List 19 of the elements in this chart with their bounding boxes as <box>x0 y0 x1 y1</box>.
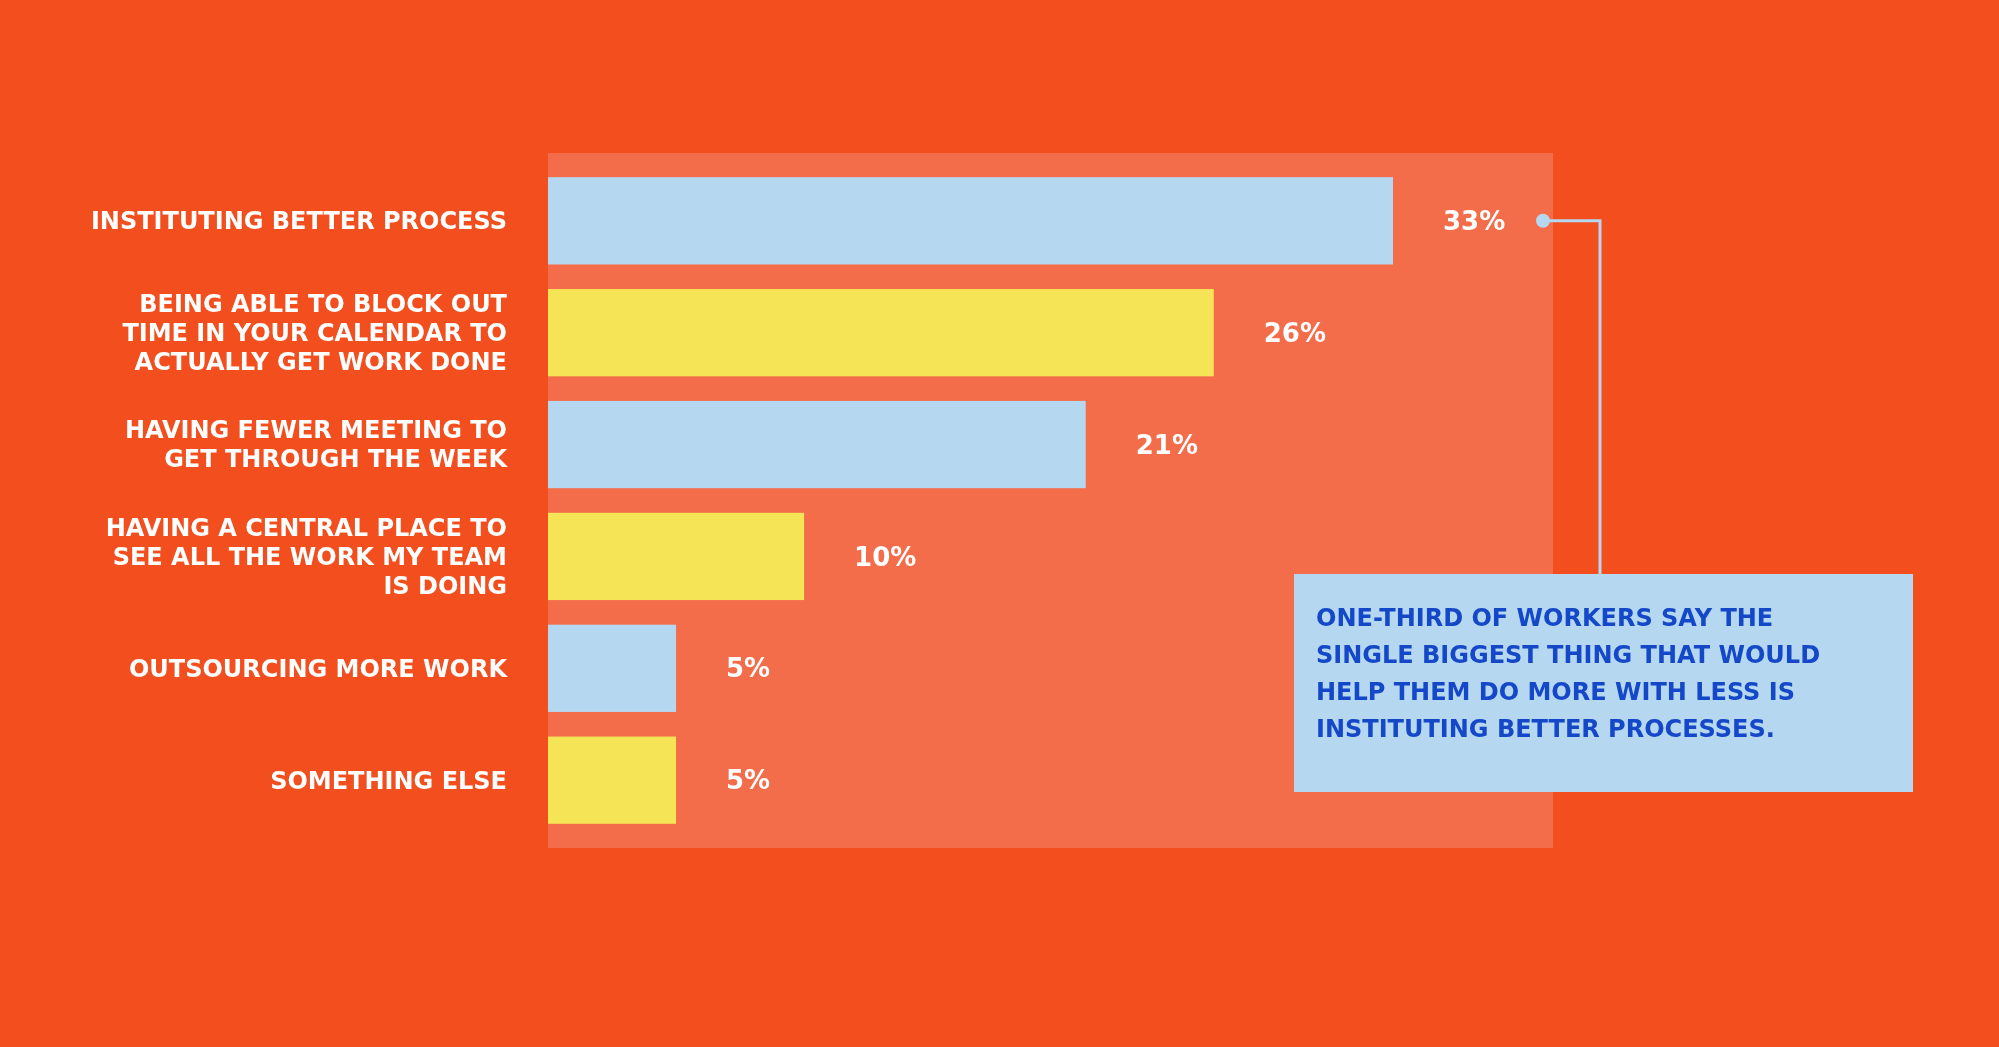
y-tick-label: HAVING A CENTRAL PLACE TO SEE ALL THE WORK MY TEAM IS DOING <box>105 513 507 600</box>
data-label: 10% <box>854 541 917 572</box>
bar <box>548 736 677 824</box>
y-tick-label: BEING ABLE TO BLOCK OUT TIME IN YOUR CALENDAR TO ACTUALLY GET WORK DONE <box>122 290 508 377</box>
bar <box>548 624 677 712</box>
data-label: 33% <box>1443 205 1506 236</box>
data-label: 5% <box>726 653 771 684</box>
y-tick-label: INSTITUTING BETTER PROCESS <box>90 207 507 236</box>
bar <box>548 177 1393 265</box>
data-label: 5% <box>726 765 771 796</box>
data-label: 26% <box>1263 317 1326 348</box>
y-tick-label: OUTSOURCING MORE WORK <box>128 654 509 683</box>
bar <box>548 289 1214 377</box>
bar <box>548 400 1086 489</box>
y-tick-label: SOMETHING ELSE <box>270 766 507 795</box>
y-tick-label: HAVING FEWER MEETING TO GET THROUGH THE WEEK <box>124 416 509 474</box>
data-label: 21% <box>1135 429 1198 460</box>
bar <box>548 512 805 601</box>
annotation: ONE-THIRD OF WORKERS SAY THE SINGLE BIGGEST THING THAT WOULD HELP THEM DO MORE WITH LESS IS INSTITUTING BETTER PROCESSES. <box>1316 604 1821 743</box>
